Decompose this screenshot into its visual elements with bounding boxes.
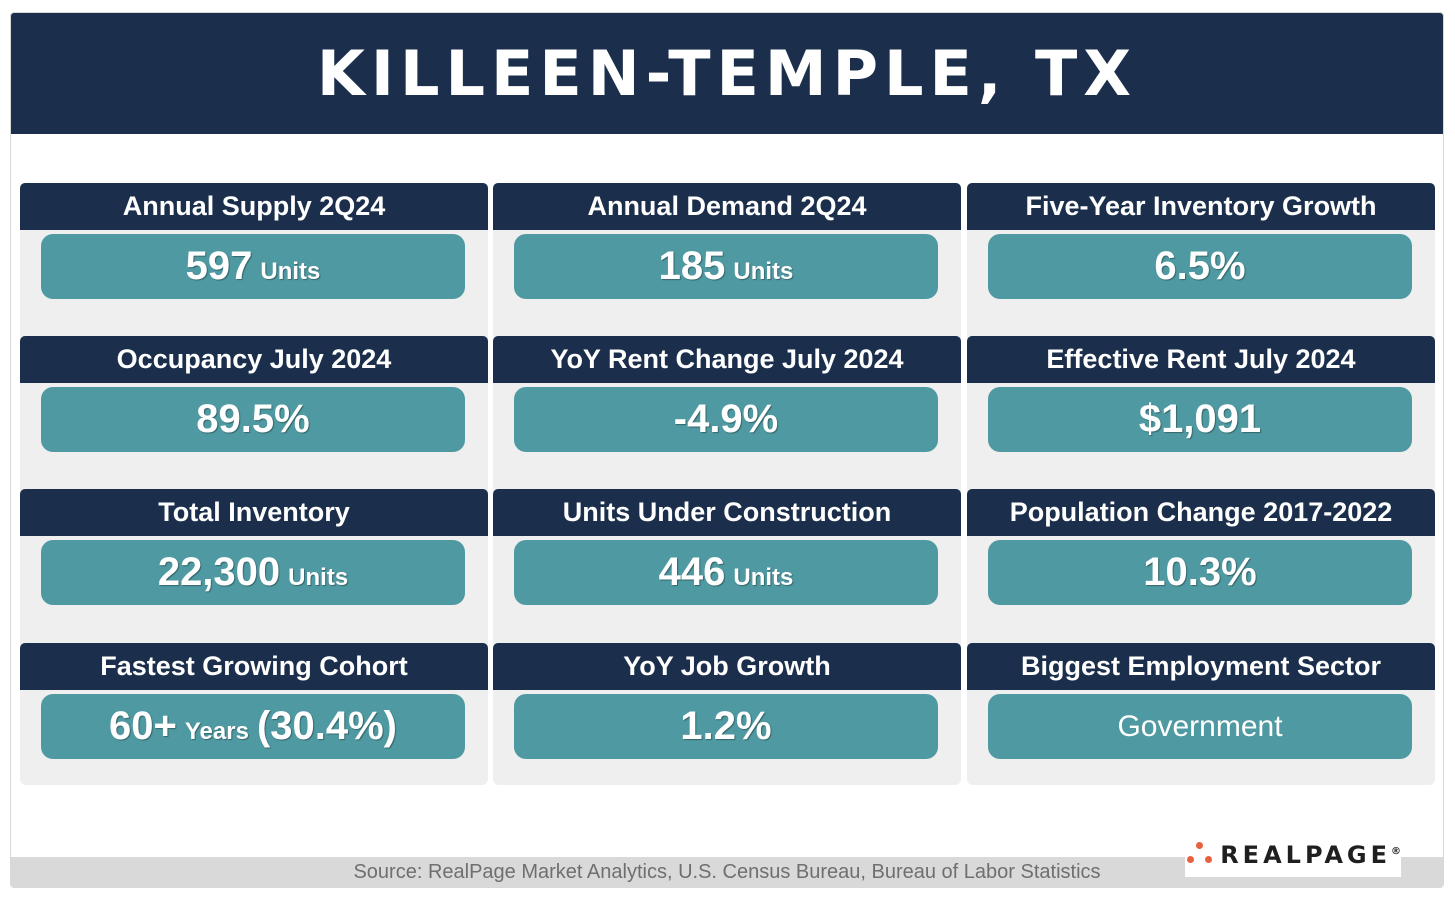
card-label: Total Inventory [20, 489, 488, 536]
card-value-box: 89.5% [41, 387, 465, 452]
card-value: 89.5% [196, 397, 310, 441]
card-label: Five-Year Inventory Growth [967, 183, 1435, 230]
card-value: -4.9% [673, 397, 779, 441]
source-text: Source: RealPage Market Analytics, U.S. … [353, 860, 1101, 883]
card-value-box: 6.5% [988, 234, 1412, 299]
card-value: 1.2% [680, 704, 772, 748]
card-total-inventory: Total Inventory 22,300 Units [20, 489, 488, 613]
card-label: Fastest Growing Cohort [20, 643, 488, 690]
card-inventory-growth: Five-Year Inventory Growth 6.5% [967, 183, 1435, 307]
column-1: Annual Supply 2Q24 597 Units Occupancy J… [20, 183, 488, 785]
page-title: KILLEEN-TEMPLE, TX [316, 37, 1138, 110]
card-value-box: 60+ Years (30.4%) [41, 694, 465, 759]
card-value-box: 597 Units [41, 234, 465, 299]
card-label: YoY Job Growth [493, 643, 961, 690]
card-value: 6.5% [1154, 244, 1246, 288]
card-label: Population Change 2017-2022 [967, 489, 1435, 536]
card-label: Effective Rent July 2024 [967, 336, 1435, 383]
card-rent-change: YoY Rent Change July 2024 -4.9% [493, 336, 961, 460]
card-value-box: 185 Units [514, 234, 938, 299]
card-value: 60+ [109, 704, 177, 748]
card-annual-supply: Annual Supply 2Q24 597 Units [20, 183, 488, 307]
card-label: YoY Rent Change July 2024 [493, 336, 961, 383]
card-annual-demand: Annual Demand 2Q24 185 Units [493, 183, 961, 307]
logo-text: REALPAGE® [1220, 841, 1401, 869]
card-value: 597 [185, 244, 253, 288]
title-banner: KILLEEN-TEMPLE, TX [11, 13, 1443, 134]
card-suffix: (30.4%) [256, 704, 397, 748]
infographic-frame: KILLEEN-TEMPLE, TX Annual Supply 2Q24 59… [10, 12, 1444, 888]
card-value: $1,091 [1138, 397, 1262, 441]
card-label: Annual Supply 2Q24 [20, 183, 488, 230]
card-label: Biggest Employment Sector [967, 643, 1435, 690]
card-value-box: -4.9% [514, 387, 938, 452]
card-unit: Units [288, 563, 349, 591]
card-value-box: 22,300 Units [41, 540, 465, 605]
card-value-box: 446 Units [514, 540, 938, 605]
card-value-box: 10.3% [988, 540, 1412, 605]
card-job-growth: YoY Job Growth 1.2% [493, 643, 961, 767]
card-value: Government [1117, 709, 1283, 743]
card-value: 446 [658, 550, 726, 594]
card-label: Annual Demand 2Q24 [493, 183, 961, 230]
card-value: 22,300 [157, 550, 281, 594]
card-unit: Units [260, 257, 321, 285]
card-label: Units Under Construction [493, 489, 961, 536]
card-value-box: Government [988, 694, 1412, 759]
column-2: Annual Demand 2Q24 185 Units YoY Rent Ch… [493, 183, 961, 785]
logo-dots-icon [1185, 842, 1214, 868]
card-fastest-cohort: Fastest Growing Cohort 60+ Years (30.4%) [20, 643, 488, 767]
realpage-logo: REALPAGE® [1185, 833, 1401, 877]
card-unit: Years [184, 717, 249, 745]
card-under-construction: Units Under Construction 446 Units [493, 489, 961, 613]
card-effective-rent: Effective Rent July 2024 $1,091 [967, 336, 1435, 460]
card-value: 10.3% [1143, 550, 1257, 594]
card-unit: Units [733, 563, 794, 591]
card-value-box: 1.2% [514, 694, 938, 759]
card-employment-sector: Biggest Employment Sector Government [967, 643, 1435, 767]
column-3: Five-Year Inventory Growth 6.5% Effectiv… [967, 183, 1435, 785]
card-label: Occupancy July 2024 [20, 336, 488, 383]
card-value: 185 [658, 244, 726, 288]
card-unit: Units [733, 257, 794, 285]
card-population-change: Population Change 2017-2022 10.3% [967, 489, 1435, 613]
card-occupancy: Occupancy July 2024 89.5% [20, 336, 488, 460]
card-value-box: $1,091 [988, 387, 1412, 452]
